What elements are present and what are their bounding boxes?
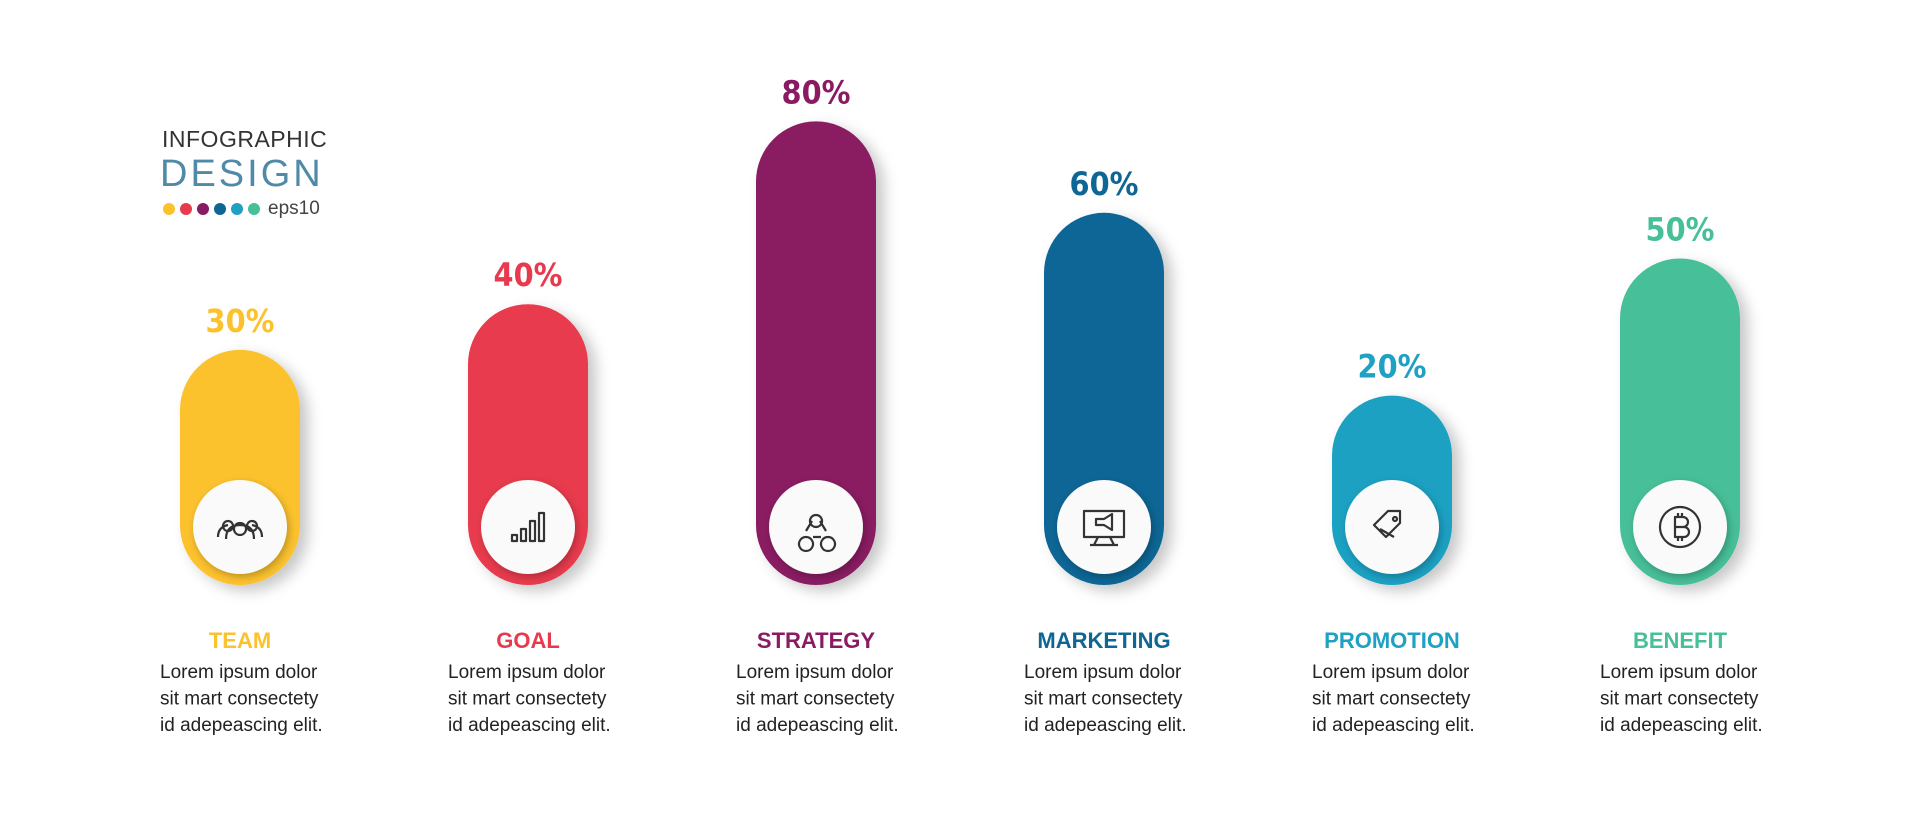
icon-circle [481, 480, 575, 574]
icon [1082, 509, 1126, 547]
icon-circle [1057, 480, 1151, 574]
icon-circle [1345, 480, 1439, 574]
color-dot [231, 203, 243, 215]
value-label: 50% [1646, 211, 1715, 249]
category-label: PROMOTION [1324, 628, 1460, 653]
description: id adepeascing elit. [1600, 715, 1763, 736]
category-label: BENEFIT [1633, 628, 1728, 653]
description: id adepeascing elit. [1312, 715, 1475, 736]
icon [1658, 505, 1702, 549]
note: eps10 [268, 198, 320, 219]
icon-circle [193, 480, 287, 574]
value-label: 30% [206, 302, 275, 340]
category-label: TEAM [209, 628, 271, 653]
description: Lorem ipsum dolor [736, 662, 894, 683]
icon [216, 519, 264, 540]
description: Lorem ipsum dolor [1600, 662, 1758, 683]
description: id adepeascing elit. [736, 715, 899, 736]
color-dot [180, 203, 192, 215]
description: sit mart consectety [1600, 689, 1759, 710]
description: sit mart consectety [160, 689, 319, 710]
description: Lorem ipsum dolor [160, 662, 318, 683]
description: Lorem ipsum dolor [1024, 662, 1182, 683]
description: id adepeascing elit. [448, 715, 611, 736]
color-dot [163, 203, 175, 215]
icon [510, 511, 546, 543]
category-label: MARKETING [1037, 628, 1170, 653]
description: Lorem ipsum dolor [448, 662, 606, 683]
description: sit mart consectety [1312, 689, 1471, 710]
subtitle: DESIGN [160, 153, 324, 195]
color-dot [248, 203, 260, 215]
description: sit mart consectety [1024, 689, 1183, 710]
icon [1372, 509, 1402, 539]
value-label: 60% [1070, 165, 1139, 203]
description: Lorem ipsum dolor [1312, 662, 1470, 683]
category-label: STRATEGY [757, 628, 875, 653]
value-label: 40% [494, 256, 563, 294]
color-dot [197, 203, 209, 215]
category-label: GOAL [496, 628, 560, 653]
description: id adepeascing elit. [160, 715, 323, 736]
description: id adepeascing elit. [1024, 715, 1187, 736]
bar [756, 121, 876, 586]
description: sit mart consectety [736, 689, 895, 710]
icon [797, 513, 837, 553]
value-label: 20% [1358, 348, 1427, 386]
value-label: 80% [782, 73, 851, 111]
color-dot [214, 203, 226, 215]
title: INFOGRAPHIC [162, 126, 327, 152]
description: sit mart consectety [448, 689, 607, 710]
